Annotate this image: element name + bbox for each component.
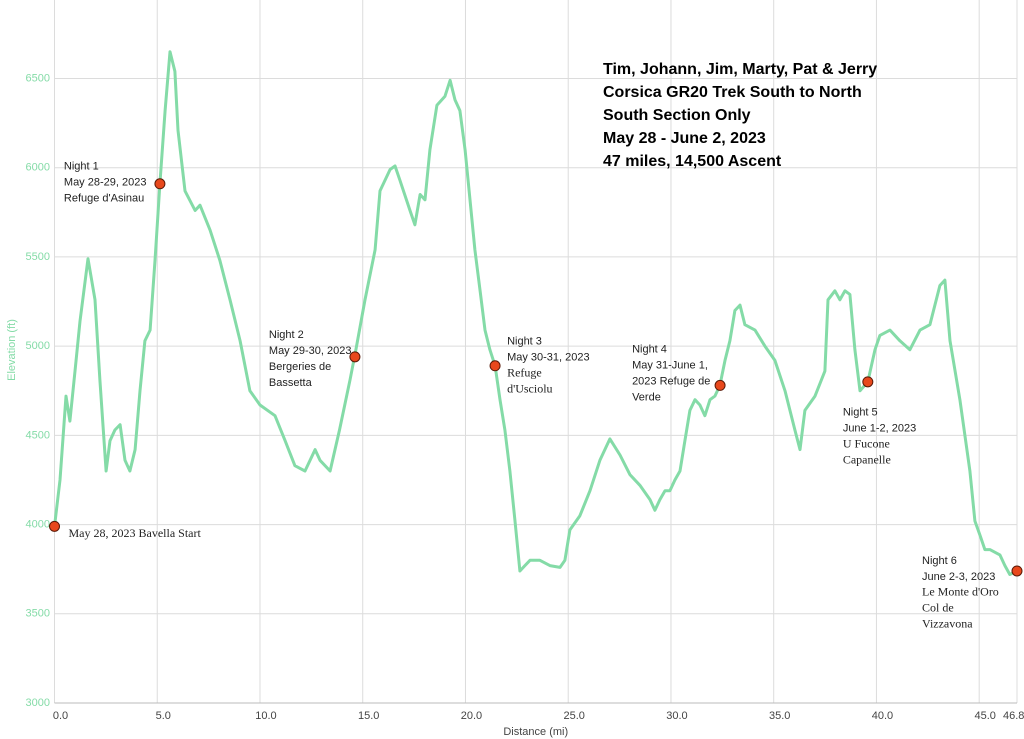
marker-label: Vizzavona	[922, 617, 973, 631]
night-marker	[714, 379, 726, 391]
marker-label: May 28, 2023 Bavella Start	[69, 526, 202, 540]
marker-label: Refuge	[507, 366, 542, 380]
marker-label: May 29-30, 2023	[269, 345, 352, 357]
y-tick-label: 3500	[26, 608, 50, 620]
chart-title: Corsica GR20 Trek South to North	[603, 84, 862, 101]
night-marker	[862, 376, 874, 388]
y-tick-label: 5000	[26, 340, 50, 352]
marker-label: Le Monte d'Oro	[922, 585, 999, 599]
x-tick-label: 5.0	[156, 710, 171, 722]
x-tick-label: 10.0	[255, 710, 276, 722]
night-marker	[49, 520, 60, 532]
chart-title: South Section Only	[603, 107, 751, 124]
marker-label: May 31-June 1,	[632, 359, 708, 371]
marker-label: Bassetta	[269, 377, 313, 389]
x-tick-label: 35.0	[769, 710, 790, 722]
marker-label: Verde	[632, 391, 661, 403]
chart-title: Tim, Johann, Jim, Marty, Pat & Jerry	[603, 61, 877, 78]
y-tick-label: 4500	[26, 429, 50, 441]
marker-label: Night 6	[922, 555, 957, 567]
y-tick-label: 6500	[26, 72, 50, 84]
chart-title: 47 miles, 14,500 Ascent	[603, 153, 782, 170]
marker-label: June 1-2, 2023	[843, 423, 916, 435]
marker-label: Night 3	[507, 336, 542, 348]
x-tick-label: 0.0	[53, 710, 68, 722]
marker-label: Bergeries de	[269, 361, 331, 373]
y-tick-label: 6000	[26, 162, 50, 174]
night-marker	[349, 351, 361, 363]
x-axis-label: Distance (mi)	[503, 726, 568, 738]
marker-label: Night 4	[632, 343, 667, 355]
y-tick-label: 5500	[26, 251, 50, 263]
night-marker	[154, 178, 166, 190]
night-marker	[489, 360, 501, 372]
y-tick-label: 3000	[26, 697, 50, 709]
marker-label: May 30-31, 2023	[507, 352, 590, 364]
x-tick-label: 46.84	[1003, 710, 1024, 722]
x-tick-label: 15.0	[358, 710, 379, 722]
marker-label: May 28-29, 2023	[64, 177, 147, 189]
marker-label: 2023 Refuge de	[632, 375, 710, 387]
marker-label: June 2-3, 2023	[922, 571, 995, 583]
elevation-line	[53, 50, 1018, 576]
marker-label: Refuge d'Asinau	[64, 193, 144, 205]
x-tick-label: 30.0	[666, 710, 687, 722]
chart-title: May 28 - June 2, 2023	[603, 130, 766, 147]
x-tick-label: 20.0	[461, 710, 482, 722]
x-tick-label: 45.0	[974, 710, 995, 722]
marker-label: Capanelle	[843, 453, 891, 467]
marker-label: U Fucone	[843, 437, 890, 451]
x-tick-label: 25.0	[564, 710, 585, 722]
marker-label: Night 2	[269, 329, 304, 341]
night-marker	[1011, 565, 1023, 577]
marker-label: Night 5	[843, 407, 878, 419]
x-tick-label: 40.0	[872, 710, 893, 722]
marker-label: Night 1	[64, 161, 99, 173]
marker-label: d'Usciolu	[507, 382, 552, 396]
y-axis-label: Elevation (ft)	[6, 319, 18, 381]
marker-label: Col de	[922, 601, 954, 615]
y-tick-label: 4000	[26, 518, 50, 530]
